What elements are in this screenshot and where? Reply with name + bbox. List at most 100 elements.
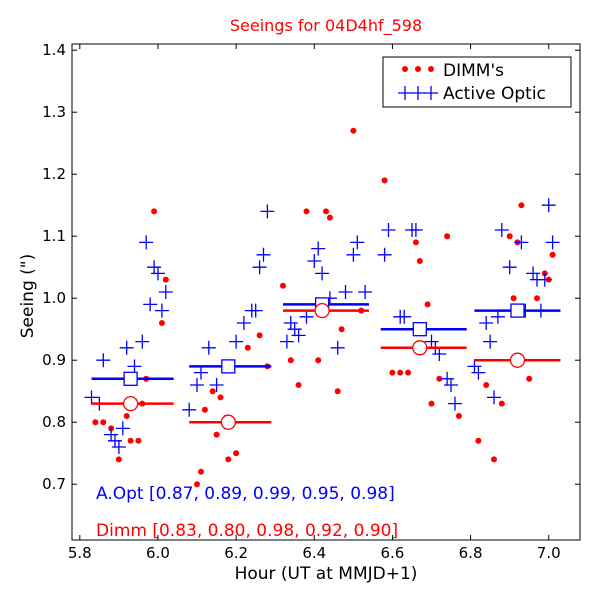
dimm-point xyxy=(326,214,333,221)
dimm-point xyxy=(127,437,134,444)
aopt-point xyxy=(537,272,552,287)
aopt-point xyxy=(229,334,244,349)
dimm-point xyxy=(162,276,169,283)
aopt-point xyxy=(545,235,560,250)
legend-dimm-dot xyxy=(428,66,434,72)
y-axis-label: Seeing (") xyxy=(18,254,38,339)
dimm-point xyxy=(315,357,322,364)
aopt-point xyxy=(182,402,197,417)
dimm-point xyxy=(225,456,232,463)
aopt-point xyxy=(514,235,529,250)
y-tick-label: 1.4 xyxy=(42,41,66,59)
aopt-point xyxy=(111,440,126,454)
aopt-point xyxy=(487,390,501,405)
aopt-point xyxy=(194,365,208,380)
annotation-dimm-means: Dimm [0.83, 0.80, 0.98, 0.92, 0.90] xyxy=(96,521,398,541)
aopt-point xyxy=(127,359,142,374)
dimm-point xyxy=(518,202,525,209)
x-tick-label: 5.8 xyxy=(68,544,92,562)
dimm-point xyxy=(233,450,240,457)
aopt-point xyxy=(84,390,99,405)
aopt-point xyxy=(502,260,517,275)
dimm-point xyxy=(475,437,482,444)
aopt-point xyxy=(397,309,412,324)
dimm-point xyxy=(198,468,204,475)
aopt-point xyxy=(236,316,251,330)
dimm-mean-marker xyxy=(122,395,139,412)
aopt-point xyxy=(479,316,494,330)
dimm-point xyxy=(217,394,224,401)
dimm-point xyxy=(350,127,357,134)
dimm-point xyxy=(287,357,294,364)
dimm-point xyxy=(100,419,107,426)
dimm-point xyxy=(389,369,396,376)
x-tick-label: 6.6 xyxy=(381,544,405,562)
aopt-point xyxy=(408,223,423,237)
aopt-point xyxy=(283,316,298,330)
legend-dimm-label: DIMM's xyxy=(443,61,504,81)
dimm-point xyxy=(412,239,419,246)
dimm-point xyxy=(194,481,200,488)
y-tick-label: 0.7 xyxy=(42,475,66,493)
dimm-point xyxy=(209,388,216,395)
dimm-point xyxy=(416,258,423,264)
aopt-point xyxy=(115,421,130,436)
dimm-point xyxy=(510,295,517,302)
aopt-point xyxy=(190,378,204,392)
aopt-point xyxy=(307,254,322,268)
aopt-point xyxy=(444,378,458,392)
dimm-point xyxy=(151,208,158,215)
dimm-point xyxy=(295,382,302,388)
x-tick-label: 7.0 xyxy=(537,544,561,562)
aopt-point xyxy=(201,340,216,355)
dimm-point xyxy=(213,431,220,438)
legend-aopt-plus xyxy=(411,86,425,100)
aopt-point xyxy=(440,371,455,386)
dimm-point xyxy=(444,233,451,240)
aopt-point xyxy=(315,266,330,281)
aopt-point xyxy=(541,198,556,213)
x-tick-label: 6.8 xyxy=(459,544,483,562)
x-tick-label: 6.2 xyxy=(224,544,248,562)
aopt-point xyxy=(291,328,306,343)
dimm-point xyxy=(334,388,341,395)
aopt-point xyxy=(147,260,162,275)
aopt-mean-marker xyxy=(221,359,236,374)
x-tick-label: 6.0 xyxy=(146,544,170,562)
chart-title: Seeings for 04D4hf_598 xyxy=(230,16,422,36)
aopt-point xyxy=(287,322,302,337)
dimm-point xyxy=(123,413,130,419)
dimm-point xyxy=(115,456,122,463)
aopt-point xyxy=(96,353,111,368)
aopt-point xyxy=(151,266,165,281)
legend-dimm-marker xyxy=(402,66,434,72)
aopt-point xyxy=(432,347,447,361)
dimm-point xyxy=(397,369,404,376)
aopt-point xyxy=(209,378,224,392)
y-tick-label: 1.3 xyxy=(42,103,66,121)
dimm-mean-marker xyxy=(412,340,428,356)
x-tick-label: 6.4 xyxy=(302,544,326,562)
aopt-point xyxy=(311,241,326,256)
dimm-mean-marker xyxy=(314,302,330,319)
aopt-point xyxy=(381,223,396,237)
aopt-point xyxy=(299,309,314,324)
dimm-point xyxy=(158,320,165,326)
y-tick-label: 0.8 xyxy=(42,413,66,431)
aopt-point xyxy=(471,365,486,380)
aopt-point xyxy=(338,285,353,299)
aopt-point xyxy=(358,285,373,299)
dimm-point xyxy=(323,208,329,215)
aopt-point xyxy=(494,223,509,237)
x-axis-label: Hour (UT at MMJD+1) xyxy=(235,564,418,584)
aopt-point xyxy=(104,427,119,442)
dimm-point xyxy=(498,400,505,407)
aopt-point xyxy=(154,303,169,318)
dimm-mean-marker xyxy=(220,414,236,430)
aopt-point xyxy=(119,340,134,355)
legend-dimm-dot xyxy=(402,66,408,72)
dimm-point xyxy=(92,419,99,426)
aopt-point xyxy=(377,247,392,262)
aopt-point xyxy=(483,334,498,349)
